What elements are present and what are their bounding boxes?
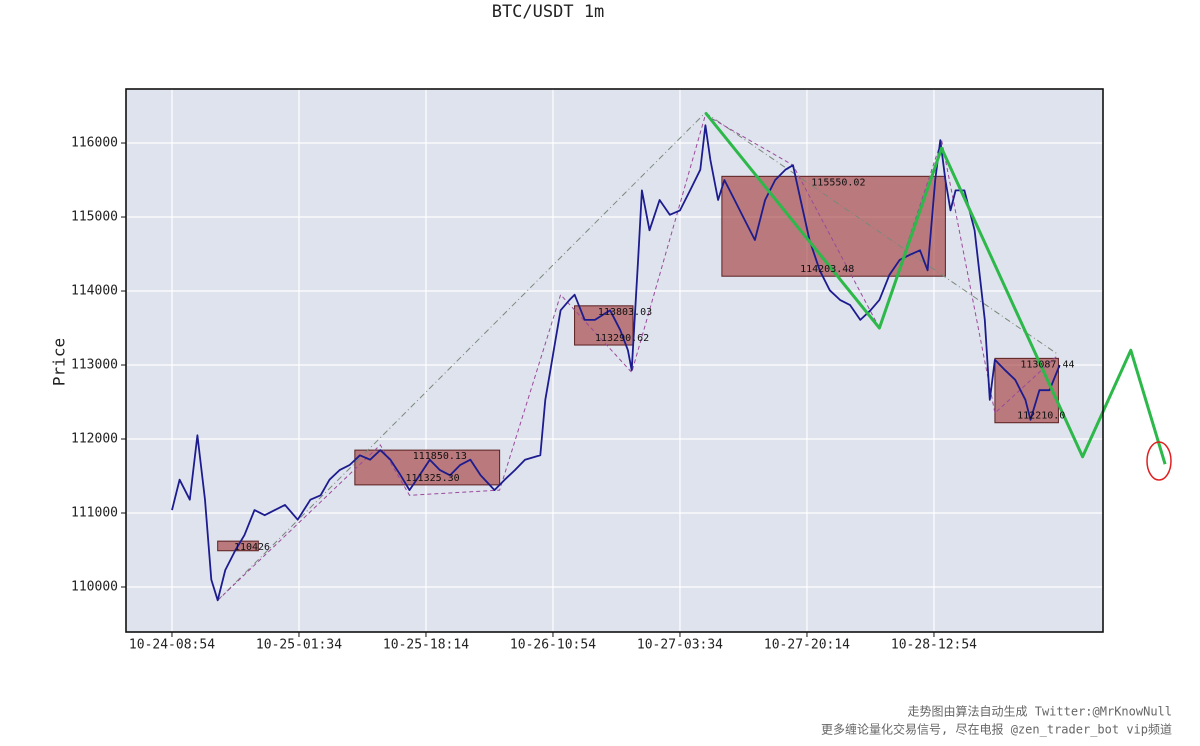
x-tick-label: 10-25-01:34: [256, 638, 342, 653]
y-tick-label: 115000: [71, 210, 118, 225]
x-tick-label: 10-27-20:14: [764, 638, 850, 653]
footer-line: 更多缠论量化交易信号, 尽在电报 @zen_trader_bot vip频道: [821, 722, 1172, 737]
chart-title: BTC/USDT 1m: [492, 2, 605, 22]
zone-label: 113803.03: [598, 307, 652, 318]
x-tick-label: 10-25-18:14: [383, 638, 469, 653]
highlight-circle: [1146, 441, 1172, 481]
footer-line: 走势图由算法自动生成 Twitter:@MrKnowNull: [908, 704, 1173, 719]
zone-label: 111850.13: [413, 451, 467, 462]
price-line: [171, 124, 1061, 602]
y-tick-label: 111000: [71, 506, 118, 521]
y-tick-label: 113000: [71, 358, 118, 373]
zone-label: 111325.30: [406, 473, 460, 484]
zone-label: 114203.48: [800, 264, 854, 275]
zone-label: 115550.02: [811, 177, 865, 188]
plot-area: [126, 89, 1103, 632]
x-tick-label: 10-28-12:54: [891, 638, 977, 653]
plot-frame: [125, 88, 1104, 633]
x-tick-label: 10-26-10:54: [510, 638, 596, 653]
y-tick-label: 110000: [71, 580, 118, 595]
zigzag-line: [217, 114, 1059, 601]
zone-label: 112210.0: [1017, 411, 1065, 422]
y-tick-label: 112000: [71, 432, 118, 447]
zone-label: 110426: [234, 542, 270, 553]
x-tick-label: 10-27-03:34: [637, 638, 723, 653]
x-tick-label: 10-24-08:54: [129, 638, 215, 653]
zone: [721, 175, 946, 277]
y-axis-label: Price: [50, 338, 69, 386]
y-tick-label: 114000: [71, 284, 118, 299]
y-tick-label: 116000: [71, 136, 118, 151]
projection-line: [704, 111, 1167, 465]
zone-label: 113290.62: [595, 333, 649, 344]
zone-label: 113087.44: [1020, 359, 1074, 370]
